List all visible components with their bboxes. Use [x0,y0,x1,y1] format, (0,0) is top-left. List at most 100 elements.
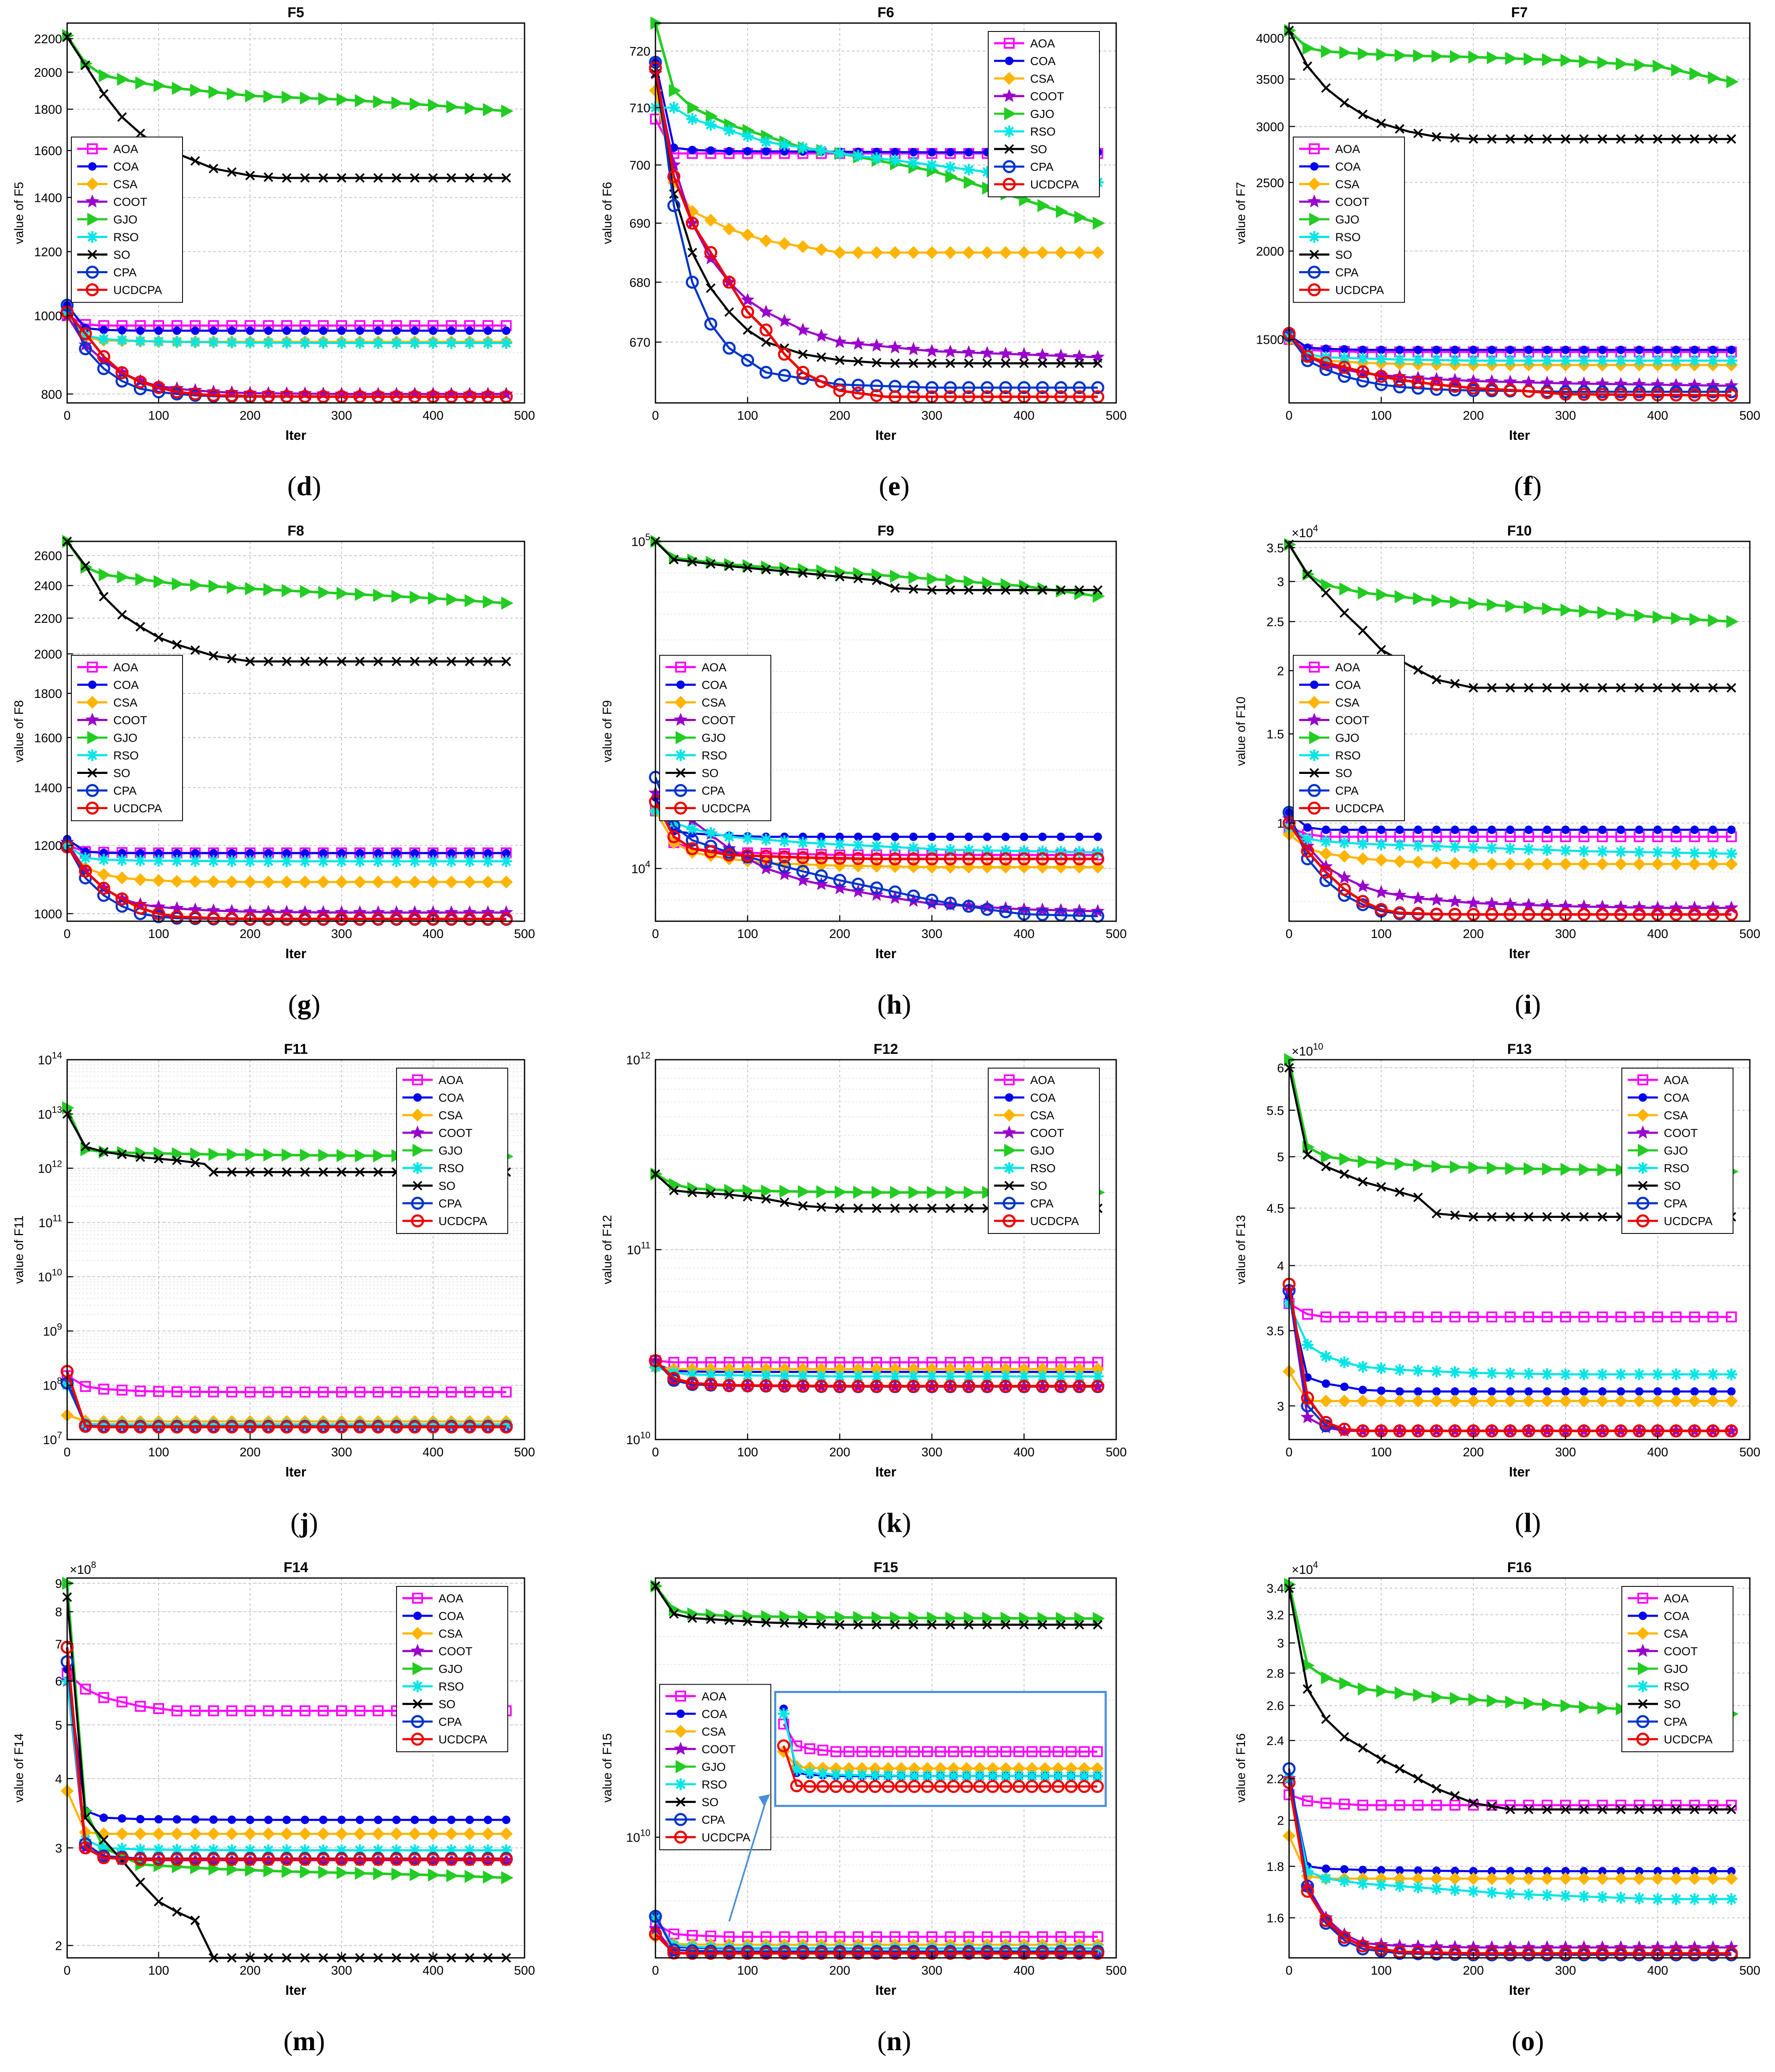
marker-RSO [281,855,293,867]
marker-SO [1634,134,1644,144]
legend: AOA COA CSA COOT GJO RSO SO CPA UCDCPA [988,1068,1100,1234]
marker-RSO [262,855,274,867]
x-tick-label: 500 [1739,927,1760,941]
marker-RSO [686,823,698,835]
marker-SO [337,173,347,183]
line-UCDCPA [1288,332,1732,397]
marker-CPA [723,342,736,355]
marker-CSA [152,874,165,887]
marker-RSO [1522,355,1535,367]
marker-UCDCPA [1319,356,1333,370]
chart-F6: 670 680 690 700 710 720 0 100 200 300 400 500 F6 Iter… [600,5,1127,502]
marker-COA [1340,826,1349,834]
marker-RSO [189,855,201,867]
marker-UCDCPA [851,387,865,400]
marker-SO [1468,134,1478,144]
marker-RSO [741,130,754,142]
marker-COA [374,326,383,335]
marker-UCDCPA [1632,388,1646,402]
marker-RSO [427,855,439,867]
marker-RSO [1430,1365,1443,1377]
marker-RSO [390,337,402,349]
legend-label-CPA: CPA [439,1715,462,1728]
marker-GJO [483,103,495,116]
y-tick-label: 3000 [1256,120,1284,134]
marker-COA [1672,1387,1681,1396]
marker-GJO [1302,42,1315,55]
marker-RSO [79,852,91,864]
x-tick-label: 300 [921,1445,942,1459]
marker-COA [1038,832,1047,841]
marker-RSO [1707,1368,1719,1380]
y-tick-label: 3500 [1256,73,1284,86]
marker-CPA [1356,374,1370,388]
marker-COOT [1035,348,1049,361]
legend-label-GJO: GJO [113,732,138,745]
marker-UCDCPA [907,390,920,403]
x-axis-label: Iter [285,428,306,443]
legend-marker-COOT [1307,194,1321,208]
legend-label-CSA: CSA [113,178,138,191]
marker-COA [688,146,697,154]
marker-COA [227,326,236,335]
y-tick-label: 3 [1277,575,1284,589]
marker-RSO [1522,843,1535,855]
marker-CPA [97,362,110,375]
marker-COA [1616,345,1625,354]
inset-marker-RSO [856,1769,868,1781]
legend-label-AOA: AOA [439,1592,463,1605]
marker-COA [264,326,273,335]
marker-COOT [1448,373,1462,386]
marker-GJO [446,100,459,114]
x-tick-label: 400 [1013,1964,1034,1978]
marker-RSO [1689,847,1701,859]
marker-COOT [1017,347,1031,361]
marker-COA [1001,832,1010,841]
legend-label-COA: COA [113,160,139,173]
x-tick-label: 200 [829,1964,850,1978]
marker-COA [1653,826,1662,834]
x-tick-label: 100 [1371,927,1392,941]
legend-label-COOT: COOT [702,1743,736,1756]
marker-RSO [907,842,919,854]
x-tick-label: 100 [1371,1964,1392,1978]
legend-label-RSO: RSO [702,1778,727,1791]
marker-SO [706,283,716,293]
x-tick-label: 400 [423,409,444,423]
legend-label-AOA: AOA [1030,37,1055,50]
legend-marker-RSO [1637,1162,1649,1174]
marker-COA [410,1816,419,1824]
marker-COA [1395,1387,1404,1396]
x-tick-label: 400 [1013,1445,1034,1459]
marker-SO [724,307,734,317]
marker-COA [1709,1387,1718,1396]
marker-UCDCPA [1430,378,1443,391]
legend-label-GJO: GJO [1335,732,1360,745]
x-tick-label: 300 [331,1445,352,1459]
legend: AOA COA CSA COOT GJO RSO SO CPA UCDCPA [1293,136,1405,303]
marker-UCDCPA [499,390,513,403]
marker-COA [172,326,181,335]
marker-RSO [1596,1891,1608,1903]
marker-COA [1488,826,1496,834]
marker-RSO [1412,839,1424,852]
marker-RSO [1449,1884,1461,1896]
marker-COA [1616,826,1625,834]
legend-label-GJO: GJO [702,1760,726,1773]
marker-COA [1395,345,1404,354]
marker-RSO [1375,1362,1387,1374]
legend-marker-COA [413,1612,422,1620]
marker-RSO [1486,1367,1498,1379]
legend-label-RSO: RSO [439,1680,464,1693]
marker-UCDCPA [1596,388,1609,401]
series-CPA [649,55,1104,395]
marker-SO [1616,134,1626,144]
marker-COA [154,1815,163,1824]
x-tick-label: 0 [652,409,659,423]
marker-RSO [1449,841,1461,853]
legend-marker-RSO [675,1778,687,1790]
marker-CPA [686,275,699,289]
marker-SO [1487,134,1497,144]
marker-RSO [1670,1893,1682,1905]
x-tick-label: 300 [921,927,942,941]
